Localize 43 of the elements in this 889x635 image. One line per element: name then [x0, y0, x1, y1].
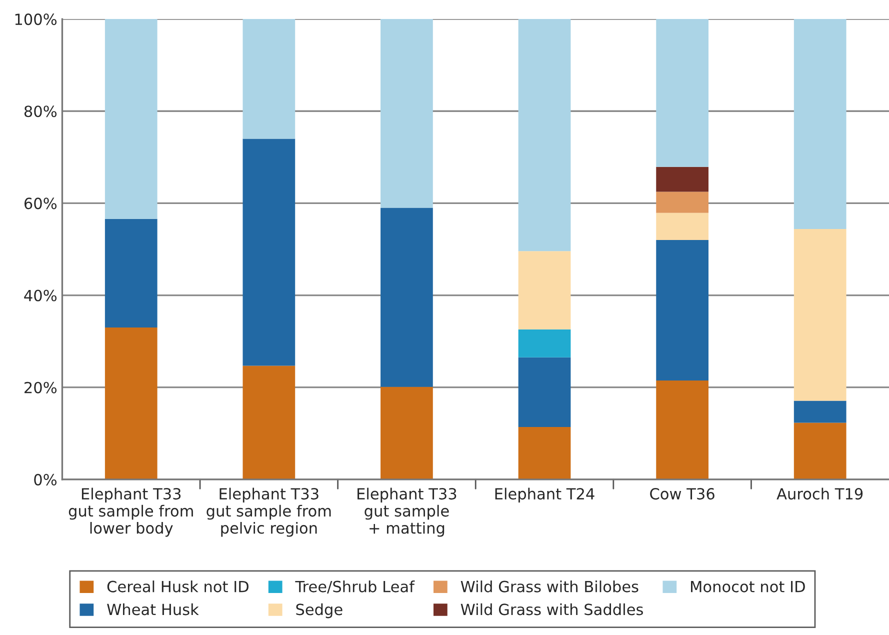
bar	[794, 228, 846, 401]
bar	[242, 366, 296, 480]
bar	[380, 386, 433, 480]
bar	[104, 328, 158, 480]
y-tick-label: 100%	[15, 14, 57, 26]
bar	[656, 192, 708, 213]
y-tick-label: 40%	[24, 290, 57, 302]
bar	[518, 426, 571, 480]
legend-label: Sedge	[296, 603, 342, 618]
bar	[242, 138, 296, 366]
y-tick-label: 60%	[24, 198, 57, 210]
bar	[104, 218, 158, 328]
bar	[518, 19, 571, 252]
y-tick-label: 80%	[24, 106, 57, 118]
x-tick-label: Elephant T24	[495, 488, 594, 503]
bar	[380, 19, 433, 208]
legend-label: Monocot not ID	[691, 580, 805, 592]
legend-label: Cereal Husk not ID	[107, 580, 248, 592]
bar	[518, 251, 571, 330]
x-tick-label: Elephant T33 gut sample from pelvic region	[206, 488, 331, 537]
x-tick-label: Cow T36	[650, 488, 714, 500]
bar	[242, 19, 296, 139]
legend-label: Wild Grass with Saddles	[460, 603, 643, 616]
bar	[794, 422, 846, 480]
bar	[656, 380, 708, 480]
x-tick-label: Elephant T33 gut sample + matting	[358, 488, 456, 537]
y-tick-label: 20%	[24, 382, 57, 394]
bar	[380, 208, 433, 387]
bar	[656, 240, 708, 380]
bar	[656, 166, 708, 192]
bar	[656, 19, 708, 167]
legend-label: Tree/Shrub Leaf	[295, 580, 415, 594]
bar	[794, 400, 846, 423]
bar	[518, 329, 571, 358]
legend-label: Wheat Husk	[107, 603, 199, 616]
bar	[104, 19, 158, 219]
x-tick-label: Auroch T19	[776, 488, 863, 500]
x-tick-label: Elephant T33 gut sample from lower body	[68, 488, 193, 537]
bar	[518, 357, 571, 427]
bar	[656, 212, 708, 240]
y-tick-label: 0%	[34, 474, 57, 486]
legend-label: Wild Grass with Bilobes	[460, 580, 638, 592]
bar	[794, 19, 846, 229]
